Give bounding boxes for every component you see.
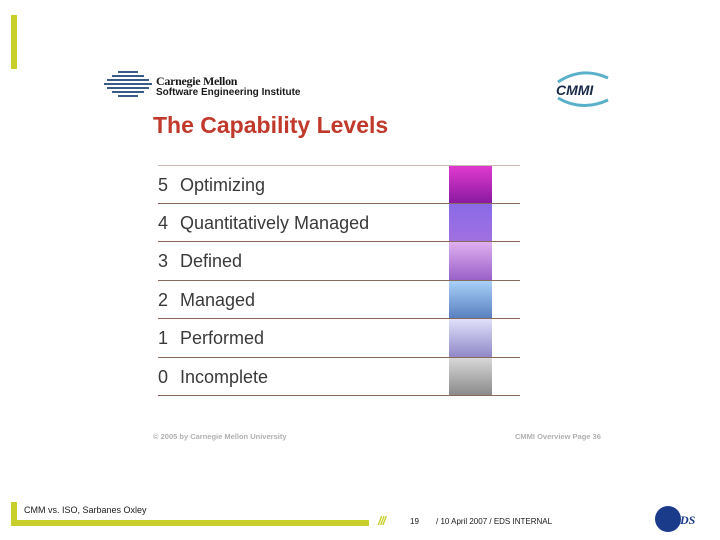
level-row: 3 Defined	[158, 242, 520, 281]
slide-title: The Capability Levels	[153, 112, 389, 138]
footer-accent-bar	[11, 502, 17, 526]
level-label: Managed	[180, 289, 256, 310]
top-accent-bar	[11, 15, 17, 69]
level-color-swatch	[449, 203, 492, 241]
cmmi-logo-text: CMMI	[556, 82, 594, 98]
level-label: Defined	[180, 251, 243, 271]
level-row: 0 Incomplete	[158, 357, 520, 396]
footer-date-classification: / 10 April 2007 / EDS INTERNAL	[436, 517, 553, 526]
level-label: Optimizing	[180, 175, 266, 195]
level-number: 2	[158, 289, 169, 310]
level-row: 2 Managed	[158, 280, 520, 319]
level-label: Performed	[180, 328, 265, 348]
level-row: 5 Optimizing	[158, 165, 520, 204]
footer-slashes: ///	[378, 514, 386, 528]
level-row: 4 Quantitatively Managed	[158, 203, 520, 242]
footer-page-number: 19	[410, 517, 419, 526]
eds-globe-icon: EDS	[655, 506, 696, 532]
level-label: Incomplete	[180, 366, 269, 387]
level-number: 3	[158, 251, 169, 271]
sei-globe-icon	[104, 71, 152, 97]
cmmi-logo: CMMI	[552, 68, 614, 110]
footer-rule	[11, 520, 369, 526]
footer-presentation-title: CMM vs. ISO, Sarbanes Oxley	[24, 505, 147, 515]
level-color-swatch	[449, 242, 492, 280]
level-number: 4	[158, 212, 169, 233]
cmmi-swoosh-icon: CMMI	[556, 71, 609, 107]
level-color-swatch	[449, 357, 492, 395]
level-number: 5	[158, 175, 169, 195]
level-label: Quantitatively Managed	[180, 212, 370, 233]
org-name-line2: Software Engineering Institute	[156, 87, 301, 98]
level-color-swatch	[449, 280, 492, 318]
level-number: 0	[158, 366, 169, 387]
sei-logo: Carnegie Mellon Software Engineering Ins…	[104, 70, 324, 100]
level-number: 1	[158, 328, 169, 348]
level-color-swatch	[449, 319, 492, 357]
level-row: 1 Performed	[158, 319, 520, 358]
org-name-line1: Carnegie Mellon	[156, 74, 238, 88]
capability-levels-list: 5 Optimizing 4 Quantitatively Managed 3 …	[158, 165, 520, 396]
source-page-reference: CMMI Overview Page 36	[515, 432, 601, 441]
copyright-notice: © 2005 by Carnegie Mellon University	[153, 432, 287, 441]
level-color-swatch	[449, 166, 492, 203]
eds-logo: EDS	[654, 505, 702, 533]
eds-logo-text: EDS	[671, 513, 696, 527]
